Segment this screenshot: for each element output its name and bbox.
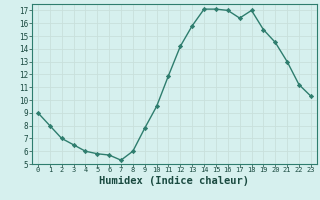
X-axis label: Humidex (Indice chaleur): Humidex (Indice chaleur) xyxy=(100,176,249,186)
